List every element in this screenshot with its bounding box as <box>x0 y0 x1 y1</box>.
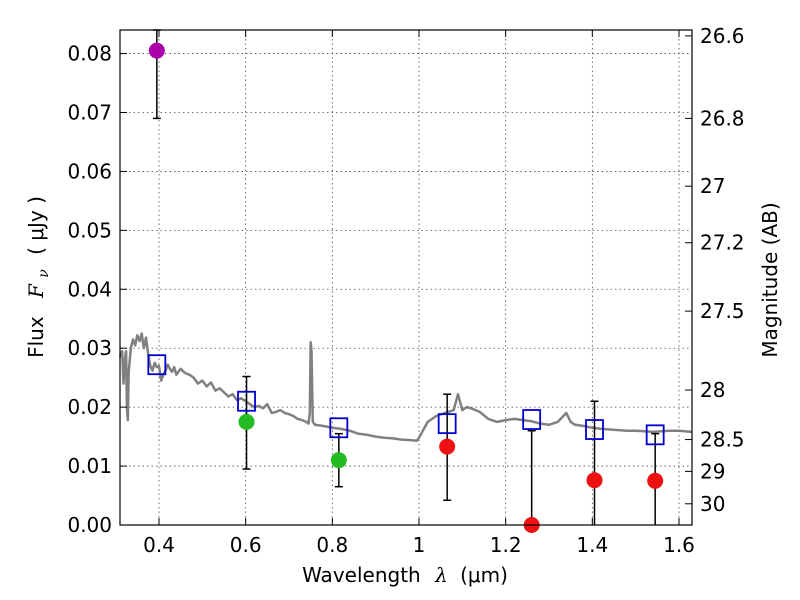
x-tick-label: 0.6 <box>230 533 262 557</box>
data-point <box>330 452 347 469</box>
model-spectrum-layer <box>118 332 693 442</box>
y2-axis-label: Magnitude (AB) <box>758 202 782 357</box>
y-tick-label: 0.06 <box>67 159 112 183</box>
y2-tick-label: 28.5 <box>700 428 745 452</box>
x-tick-label: 0.4 <box>143 533 175 557</box>
y-tick-labels: 0.00 0.01 0.02 0.03 0.04 0.05 0.06 0.07 0.08 <box>67 42 112 537</box>
y2-tick-label: 27.5 <box>700 299 745 323</box>
data-point <box>238 413 255 430</box>
y-tick-label: 0.02 <box>67 395 112 419</box>
observed-points-layer <box>148 29 664 533</box>
x-tick-labels: 0.4 0.6 0.8 1 1.2 1.4 1.6 <box>143 533 695 557</box>
x-tick-label: 1.6 <box>663 533 695 557</box>
model-box <box>585 419 604 440</box>
model-box <box>147 354 167 376</box>
y-tick-label: 0.05 <box>67 218 112 242</box>
data-point <box>439 438 456 455</box>
model-box <box>645 424 665 446</box>
model-boxes-layer <box>147 354 665 446</box>
x-tick-label: 0.8 <box>316 533 348 557</box>
y2-tick-label: 30 <box>700 492 725 516</box>
y2-tick-label: 29 <box>700 459 725 483</box>
model-box <box>237 390 256 412</box>
x-tick-label: 1.2 <box>490 533 522 557</box>
y2-tick-labels: 26.6 26.8 27 27.2 27.5 28 28.5 29 30 <box>700 24 745 516</box>
y2-tick-label: 27.2 <box>700 231 745 255</box>
model-box <box>437 413 457 435</box>
y-tick-label: 0.01 <box>67 454 112 478</box>
x-tick-label: 1.4 <box>576 533 608 557</box>
y2-tick-label: 28 <box>700 378 725 402</box>
data-point <box>148 42 165 59</box>
y2-tick-label: 26.6 <box>700 24 745 48</box>
model-box <box>522 409 542 430</box>
model-box <box>329 417 349 439</box>
y-tick-label: 0.00 <box>67 513 112 537</box>
data-point <box>586 472 603 489</box>
y2-tick-label: 27 <box>700 174 725 198</box>
y-tick-label: 0.04 <box>67 277 112 301</box>
y2-tick-label: 26.8 <box>700 106 745 130</box>
plot-frame <box>119 29 693 526</box>
y-tick-label: 0.08 <box>67 42 112 66</box>
data-point <box>647 472 664 489</box>
x-tick-label: 1 <box>413 533 426 557</box>
y-tick-label: 0.07 <box>67 101 112 125</box>
tick-marks <box>120 30 692 526</box>
x-axis-label: Wavelength λ (μm) <box>302 563 508 587</box>
grid-lines <box>120 30 692 526</box>
model-spectrum-line <box>118 332 693 442</box>
y-axis-label: Flux F ν ( μJy ) <box>24 196 53 358</box>
y-tick-label: 0.03 <box>67 336 112 360</box>
